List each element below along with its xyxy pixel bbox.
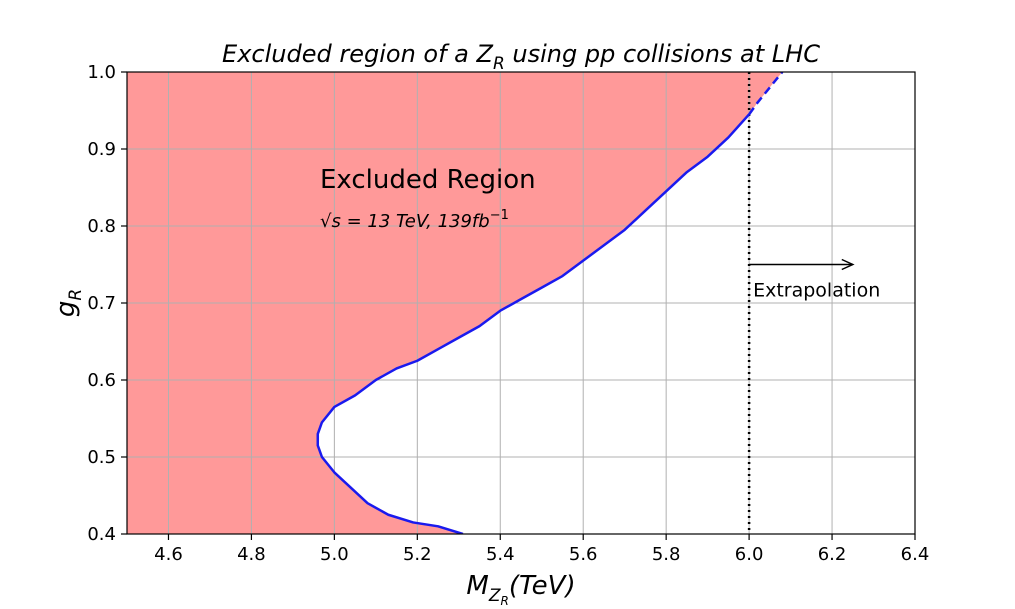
chart-title: Excluded region of a ZR using pp collisi… — [222, 40, 820, 74]
x-tick-label: 4.8 — [237, 544, 266, 565]
x-axis-title: MZR(TeV) — [466, 571, 575, 608]
series-solid-line — [316, 113, 751, 534]
x-tick-label: 5.2 — [403, 544, 432, 565]
y-tick-label: 1.0 — [87, 62, 116, 83]
y-tick-label: 0.5 — [87, 447, 116, 468]
x-tick-label: 6.2 — [818, 544, 847, 565]
x-tick-label: 5.6 — [569, 544, 598, 565]
y-tick-label: 0.7 — [87, 293, 116, 314]
excluded-region-label: Excluded Region — [320, 165, 536, 195]
y-tick-label: 0.8 — [87, 216, 116, 237]
y-axis-title: gR — [51, 289, 86, 317]
plot-frame — [126, 71, 916, 535]
x-tick-label: 4.6 — [154, 544, 183, 565]
y-tick-label: 0.9 — [87, 139, 116, 160]
y-tick-label: 0.6 — [87, 370, 116, 391]
y-tick-label: 0.4 — [87, 524, 116, 545]
energy-luminosity-label: √s = 13 TeV, 139fb−1 — [320, 208, 509, 232]
x-tick-label: 6.0 — [735, 544, 764, 565]
x-tick-label: 5.0 — [320, 544, 349, 565]
x-tick-label: 5.4 — [486, 544, 515, 565]
extrapolation-arrowhead — [841, 258, 855, 271]
y-axis-ticks: 0.4 0.5 0.6 0.7 0.8 0.9 1.0 — [87, 62, 127, 545]
x-tick-label: 6.4 — [901, 544, 930, 565]
x-tick-label: 5.8 — [652, 544, 681, 565]
x-axis-ticks: 4.6 4.8 5.0 5.2 5.4 5.6 5.8 6.0 6.2 6.4 — [154, 534, 929, 565]
series-dashed-line — [748, 72, 784, 116]
extrapolation-label: Extrapolation — [753, 280, 880, 302]
